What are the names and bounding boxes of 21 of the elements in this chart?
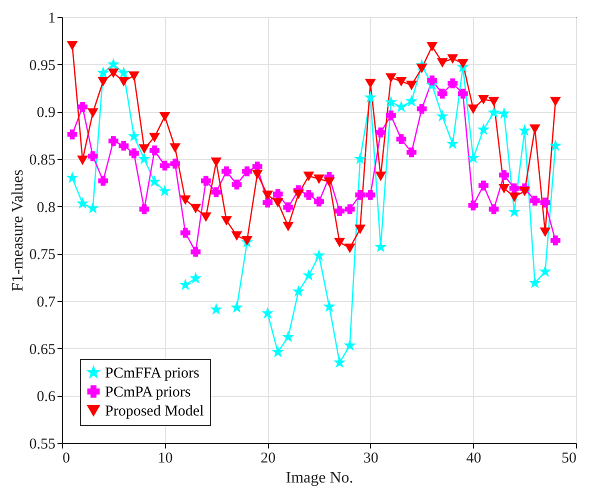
- y-tick-label: 0.55: [29, 436, 56, 452]
- y-tick-label: 0.65: [29, 342, 56, 358]
- y-tick-label: 0.7: [36, 294, 56, 310]
- y-tick-label: 0.6: [36, 389, 56, 406]
- legend-label: Proposed Model: [105, 404, 204, 420]
- legend-label: PCmFFA priors: [105, 366, 200, 382]
- y-tick-label: 1: [48, 10, 56, 26]
- x-axis-title: Image No.: [286, 470, 354, 486]
- y-tick-label: 0.8: [36, 200, 56, 216]
- y-tick-label: 0.95: [29, 58, 56, 74]
- x-tick-label: 20: [260, 450, 276, 466]
- legend-label: PCmPA priors: [105, 384, 191, 400]
- x-tick-label: 10: [158, 450, 173, 466]
- x-tick-label: 50: [562, 450, 576, 466]
- y-tick-label: 0.9: [36, 105, 56, 122]
- y-tick-label: 0.75: [29, 247, 56, 264]
- x-tick-label: 30: [363, 450, 378, 466]
- y-tick-label: 0.85: [29, 152, 56, 168]
- x-tick-label: 0: [62, 450, 70, 466]
- x-tick-label: 40: [466, 450, 482, 466]
- y-axis-title: F1-measure Values: [9, 170, 26, 292]
